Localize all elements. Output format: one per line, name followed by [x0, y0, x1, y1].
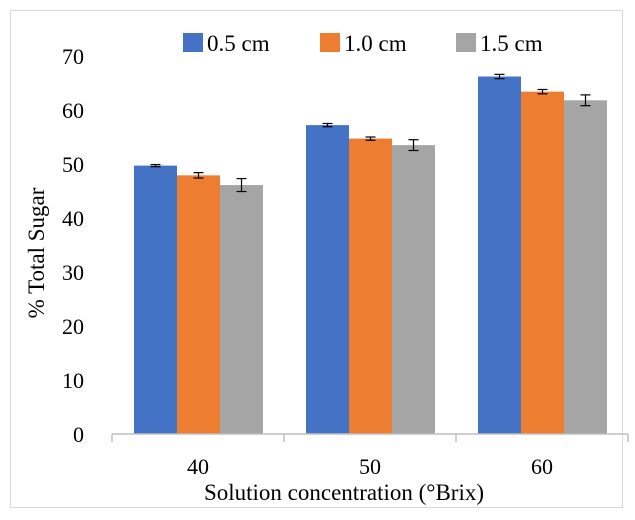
y-tick-label: 0 — [73, 422, 84, 447]
bar-0-5-cm-60 — [478, 76, 521, 435]
bar-1-0-cm-60 — [521, 91, 564, 434]
legend-swatch-0 — [183, 33, 203, 52]
bars — [134, 76, 607, 435]
y-tick-label: 30 — [62, 260, 84, 285]
y-tick-label: 50 — [62, 152, 84, 177]
legend-swatch-2 — [456, 33, 476, 52]
bar-0-5-cm-50 — [306, 125, 349, 435]
bar-1-5-cm-40 — [220, 185, 263, 434]
y-axis-ticks: 0 10 20 30 40 50 60 70 — [62, 44, 84, 447]
bar-1-5-cm-50 — [392, 145, 435, 434]
legend-label-0: 0.5 cm — [207, 31, 270, 56]
bar-1-5-cm-60 — [564, 100, 607, 434]
bar-1-0-cm-50 — [349, 138, 392, 434]
error-bars — [150, 73, 591, 193]
y-axis-title: % Total Sugar — [24, 187, 49, 318]
x-tick-label: 40 — [187, 454, 209, 479]
y-tick-label: 70 — [62, 44, 84, 69]
legend-swatch-1 — [320, 33, 340, 52]
y-tick-label: 60 — [62, 98, 84, 123]
y-tick-label: 40 — [62, 206, 84, 231]
legend-label-1: 1.0 cm — [344, 31, 407, 56]
legend-label-2: 1.5 cm — [480, 31, 543, 56]
y-tick-label: 20 — [62, 314, 84, 339]
x-tick-label: 50 — [359, 454, 381, 479]
x-tick-label: 60 — [531, 454, 553, 479]
y-tick-label: 10 — [62, 368, 84, 393]
x-axis-ticks: 40 50 60 — [111, 434, 629, 479]
x-axis-title: Solution concentration (°Brix) — [204, 480, 484, 505]
bar-0-5-cm-40 — [134, 165, 177, 434]
bar-1-0-cm-40 — [177, 175, 220, 434]
legend: 0.5 cm 1.0 cm 1.5 cm — [183, 31, 543, 56]
